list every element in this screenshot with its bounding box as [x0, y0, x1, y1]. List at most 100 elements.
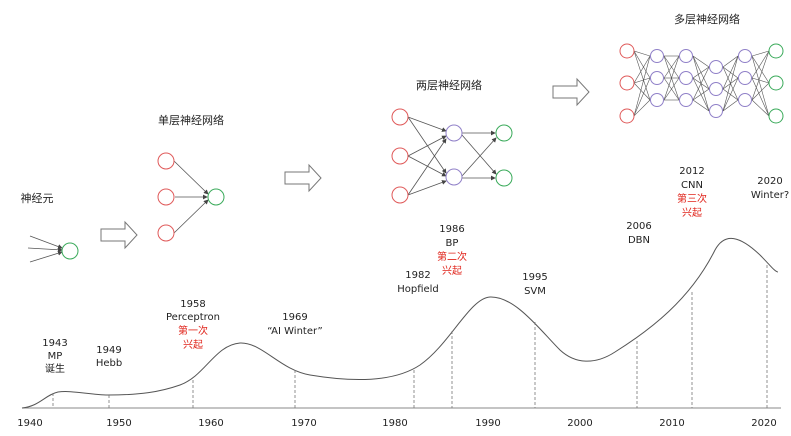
deep-network-node: [768, 108, 784, 124]
two-layer-title: 两层神经网络: [416, 78, 482, 92]
deep-network-edge: [751, 50, 770, 79]
deep-network-edge: [751, 55, 770, 117]
multi-layer-title: 多层神经网络: [674, 12, 740, 26]
axis-year-1970: 1970: [291, 418, 316, 429]
event-1958: 1958 Perceptron 第一次 兴起: [166, 299, 220, 351]
deep-network-edge: [663, 55, 680, 79]
deep-network-node: [679, 93, 693, 107]
svg-text:2006: 2006: [626, 221, 651, 232]
deep-network-edge: [751, 77, 770, 117]
axis-year-1990: 1990: [475, 418, 500, 429]
deep-network-node: [650, 93, 664, 107]
deep-network-node: [619, 75, 635, 91]
deep-network-edge: [751, 50, 770, 57]
deep-network-edge: [663, 77, 680, 101]
deep-network-edge: [633, 50, 651, 101]
progress-arrow-2: [284, 163, 322, 193]
axis-year-1940: 1940: [17, 418, 42, 429]
deep-network-edge: [663, 55, 680, 101]
svg-text:兴起: 兴起: [183, 339, 203, 351]
deep-network-edge: [633, 50, 651, 57]
deep-network-node: [709, 82, 723, 96]
multi-layer-network: 多层神经网络: [619, 12, 784, 124]
deep-network-edge: [692, 99, 710, 112]
deep-network-node: [768, 43, 784, 59]
deep-network-edge: [722, 55, 739, 90]
history-curve: [21, 238, 779, 409]
event-markers: [52, 265, 768, 408]
deep-network-node: [709, 60, 723, 74]
deep-network-node: [619, 108, 635, 124]
svg-text:Hopfield: Hopfield: [397, 284, 439, 295]
svg-text:2012: 2012: [679, 166, 704, 177]
svg-text:1943: 1943: [42, 338, 67, 349]
single-layer-network: 单层神经网络: [157, 113, 225, 242]
deep-network-node: [738, 71, 752, 85]
axis-year-1950: 1950: [106, 418, 131, 429]
svg-text:兴起: 兴起: [682, 207, 702, 219]
svg-text:Perceptron: Perceptron: [166, 312, 220, 323]
axis-year-1960: 1960: [198, 418, 223, 429]
axis-year-2020: 2020: [751, 418, 776, 429]
event-2012: 2012 CNN 第三次 兴起: [677, 166, 707, 219]
neuron-diagram: 神经元: [21, 191, 79, 263]
svg-text:CNN: CNN: [681, 180, 703, 191]
svg-text:1995: 1995: [522, 272, 547, 283]
svg-text:诞生: 诞生: [45, 362, 65, 375]
deep-network-edge: [692, 55, 710, 68]
deep-network-edge: [633, 99, 651, 117]
svg-text:MP: MP: [48, 351, 63, 362]
timeline: 1940 1950 1960 1970 1980 1990 2000 2010 …: [17, 238, 781, 429]
deep-network-edge: [633, 77, 651, 84]
svg-text:1949: 1949: [96, 345, 121, 356]
svg-text:2020: 2020: [757, 176, 782, 187]
svg-text:第一次: 第一次: [178, 324, 208, 337]
axis-year-2010: 2010: [659, 418, 684, 429]
svg-text:Winter?: Winter?: [751, 190, 789, 201]
deep-network-node: [650, 71, 664, 85]
deep-network-node: [679, 71, 693, 85]
deep-network-edge: [722, 55, 739, 112]
event-1986: 1986 BP 第二次 兴起: [437, 224, 467, 277]
deep-network-edge: [751, 82, 770, 101]
deep-network-node: [619, 43, 635, 59]
axis-year-2000: 2000: [567, 418, 592, 429]
deep-network-edge: [751, 99, 770, 117]
two-layer-network: 两层神经网络: [391, 78, 513, 204]
single-layer-title: 单层神经网络: [158, 113, 224, 127]
deep-network-edge: [633, 50, 651, 79]
svg-text:Hebb: Hebb: [96, 358, 122, 369]
deep-network-edge: [692, 88, 710, 101]
svg-text:第二次: 第二次: [437, 250, 467, 263]
axis-year-1980: 1980: [382, 418, 407, 429]
svg-text:“AI Winter”: “AI Winter”: [267, 326, 322, 337]
deep-network-edge: [692, 66, 710, 101]
deep-network-edge: [633, 55, 651, 84]
event-2006: 2006 DBN: [626, 221, 651, 246]
event-1995: 1995 SVM: [522, 272, 547, 297]
event-1982: 1982 Hopfield: [397, 270, 439, 295]
event-1949: 1949 Hebb: [96, 345, 122, 369]
event-1943: 1943 MP 诞生: [42, 338, 67, 375]
svg-text:1986: 1986: [439, 224, 464, 235]
progress-arrow-3: [552, 77, 590, 107]
neuron-title: 神经元: [21, 191, 54, 205]
deep-network-edge: [751, 50, 770, 101]
svg-text:1982: 1982: [405, 270, 430, 281]
deep-network-edge: [692, 66, 710, 79]
event-2020: 2020 Winter?: [751, 176, 789, 201]
deep-network-edge: [722, 99, 739, 112]
svg-text:第三次: 第三次: [677, 192, 707, 205]
svg-text:兴起: 兴起: [442, 265, 462, 277]
deep-network-node: [768, 75, 784, 91]
deep-network-node: [709, 104, 723, 118]
deep-network-node: [679, 49, 693, 63]
progress-arrow-1: [100, 220, 138, 250]
deep-network-edge: [633, 77, 651, 117]
svg-text:1969: 1969: [282, 312, 307, 323]
deep-network-edge: [722, 55, 739, 68]
svg-text:1958: 1958: [180, 299, 205, 310]
svg-text:DBN: DBN: [628, 235, 650, 246]
deep-network-node: [650, 49, 664, 63]
